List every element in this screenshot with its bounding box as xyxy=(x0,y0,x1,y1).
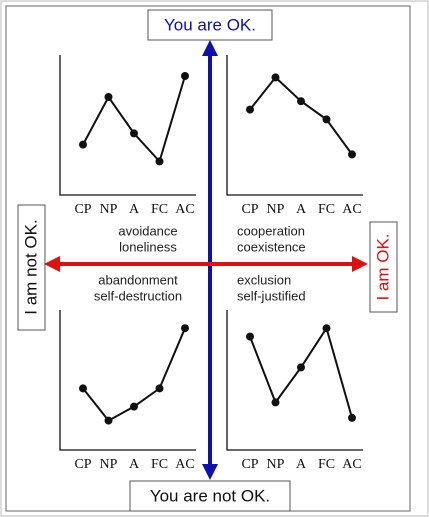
category-label: NP xyxy=(100,457,118,472)
category-label: A xyxy=(296,202,307,217)
egogram-point xyxy=(79,140,87,149)
label-box xyxy=(369,221,398,313)
egogram-point xyxy=(155,384,164,393)
category-label: AC xyxy=(342,457,361,472)
egogram-point xyxy=(271,73,280,82)
caption: avoidance xyxy=(118,223,177,238)
caption: self-justified xyxy=(237,288,306,303)
category-label: A xyxy=(296,457,307,472)
category-label: AC xyxy=(175,202,194,217)
label-box xyxy=(129,480,291,512)
category-label: FC xyxy=(318,457,335,472)
category-label: FC xyxy=(151,457,168,472)
egogram-point xyxy=(297,97,305,106)
category-label: FC xyxy=(318,202,335,217)
category-label: CP xyxy=(241,457,258,472)
category-label: FC xyxy=(151,202,168,217)
axis xyxy=(226,55,363,196)
egogram-point xyxy=(348,413,356,422)
egogram-point xyxy=(246,105,254,114)
caption: exclusion xyxy=(237,272,291,287)
egogram-point xyxy=(104,416,113,425)
label-left: I am not OK. xyxy=(21,219,40,314)
label-box xyxy=(147,9,273,41)
egogram-point xyxy=(271,398,280,407)
caption: coexistence xyxy=(237,239,306,254)
category-label: AC xyxy=(342,202,361,217)
label-top: You are OK. xyxy=(164,15,256,34)
axis xyxy=(59,310,196,451)
egogram-point xyxy=(130,402,138,411)
egogram-point xyxy=(155,157,164,166)
category-label: AC xyxy=(175,457,194,472)
category-label: CP xyxy=(74,202,91,217)
egogram-point xyxy=(246,332,254,341)
egogram-point xyxy=(297,363,305,372)
caption: abandonment xyxy=(98,272,178,287)
egogram-point xyxy=(79,384,87,393)
caption: cooperation xyxy=(237,223,305,238)
egogram-point xyxy=(322,324,331,333)
caption: self-destruction xyxy=(94,288,182,303)
label-bottom: You are not OK. xyxy=(150,486,270,505)
label-box xyxy=(17,204,46,331)
egogram-point xyxy=(181,72,189,80)
category-label: A xyxy=(129,202,140,217)
axis xyxy=(226,310,363,451)
label-right: I am OK. xyxy=(373,233,392,300)
category-label: NP xyxy=(267,457,285,472)
egogram-point xyxy=(348,150,356,159)
category-label: A xyxy=(129,457,140,472)
egogram-point xyxy=(322,115,331,124)
axis xyxy=(59,55,196,196)
category-label: CP xyxy=(241,202,258,217)
egogram-point xyxy=(130,129,138,138)
category-label: NP xyxy=(267,202,285,217)
egogram-point xyxy=(104,93,113,101)
caption: loneliness xyxy=(119,239,177,254)
category-label: CP xyxy=(74,457,91,472)
category-label: NP xyxy=(100,202,118,217)
egogram-point xyxy=(181,324,189,333)
